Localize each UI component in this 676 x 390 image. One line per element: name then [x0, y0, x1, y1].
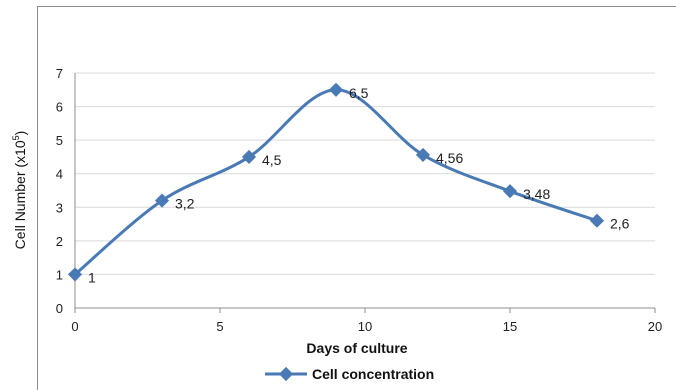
- y-axis-title-main: Cell Number (x10: [12, 140, 28, 249]
- data-labels: 1 3,2 4,5 6,5 4,56 3,48 2,6: [88, 85, 630, 286]
- data-markers: [67, 82, 605, 282]
- chart-frame: [37, 6, 676, 390]
- y-tick-label: 0: [56, 301, 63, 316]
- data-point: [589, 213, 605, 228]
- series-line-cell-concentration: [74, 88, 598, 276]
- data-label: 3,48: [523, 186, 550, 202]
- x-tick-label: 10: [358, 319, 372, 334]
- y-axis-title-close: ): [12, 131, 28, 136]
- x-tick-labels: 0 5 10 15 20: [71, 308, 662, 334]
- data-point: [502, 184, 518, 199]
- x-tick-label: 5: [216, 319, 223, 334]
- x-tick-label: 0: [71, 319, 78, 334]
- gridlines: [75, 72, 655, 275]
- x-tick-label: 15: [503, 319, 517, 334]
- legend-label: Cell concentration: [312, 366, 434, 382]
- y-tick-label: 4: [56, 167, 63, 182]
- x-tick-label: 20: [648, 319, 662, 334]
- x-axis-title: Days of culture: [306, 340, 407, 356]
- axes: [74, 73, 655, 309]
- legend: Cell concentration: [265, 366, 434, 382]
- legend-marker: [278, 366, 294, 382]
- data-label: 6,5: [349, 85, 369, 101]
- data-label: 3,2: [175, 196, 195, 212]
- data-label: 4,5: [262, 152, 282, 168]
- y-tick-label: 7: [56, 66, 63, 81]
- data-label: 2,6: [610, 216, 630, 232]
- data-point: [328, 82, 344, 97]
- data-point: [67, 267, 83, 282]
- data-point: [241, 149, 257, 164]
- data-point: [415, 147, 431, 162]
- y-tick-label: 1: [56, 267, 63, 282]
- data-point: [154, 193, 170, 208]
- data-label: 4,56: [436, 150, 463, 166]
- y-tick-label: 3: [56, 200, 63, 215]
- y-tick-label: 2: [56, 234, 63, 249]
- y-tick-label: 5: [56, 133, 63, 148]
- y-axis-title: Cell Number (x105): [11, 131, 28, 250]
- y-tick-labels: 0 1 2 3 4 5 6 7: [56, 66, 63, 316]
- data-label: 1: [88, 269, 96, 285]
- y-tick-label: 6: [56, 100, 63, 115]
- y-axis-title-sup: 5: [11, 135, 21, 140]
